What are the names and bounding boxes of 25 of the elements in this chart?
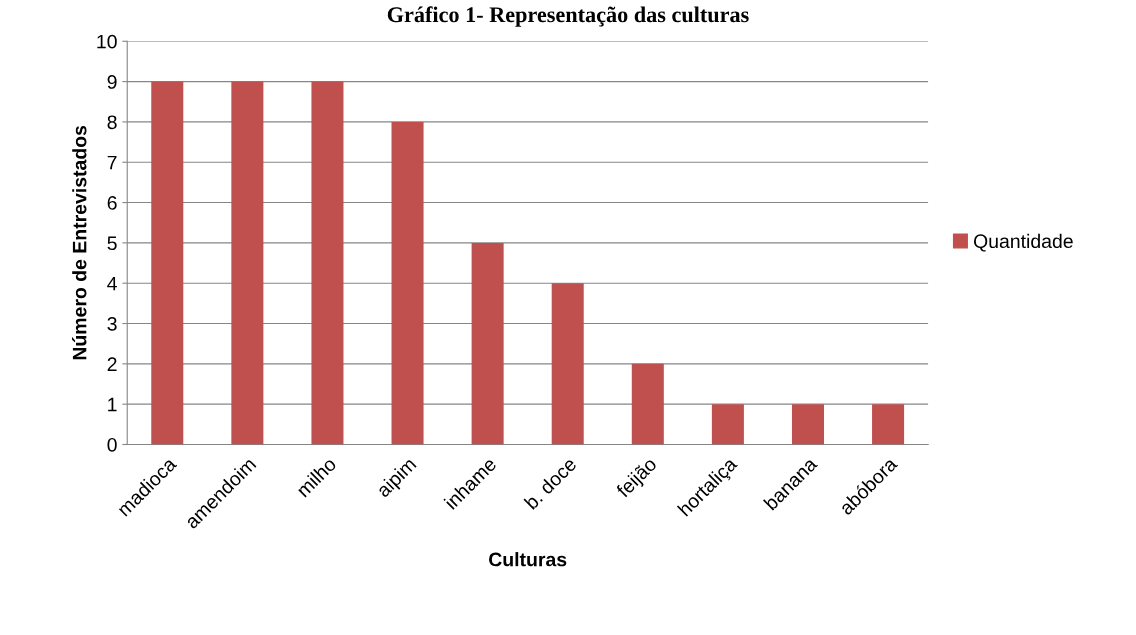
bar — [311, 81, 344, 445]
y-tick-label: 4 — [107, 276, 117, 291]
bar — [551, 283, 584, 445]
x-axis-title: Culturas — [489, 552, 567, 567]
bar — [872, 404, 905, 445]
y-tick-label: 5 — [107, 236, 117, 251]
chart-title: Gráfico 1- Representação das culturas — [387, 6, 749, 27]
y-tick-label: 10 — [97, 34, 117, 49]
y-tick-label: 7 — [107, 155, 117, 170]
bar — [471, 242, 504, 445]
y-tick-label: 1 — [108, 397, 117, 412]
bar — [391, 121, 424, 445]
bar — [791, 404, 824, 445]
bar — [231, 81, 264, 445]
y-tick-label: 6 — [107, 196, 117, 210]
bar — [711, 404, 744, 445]
y-tick-label: 0 — [107, 437, 117, 452]
bar — [151, 81, 184, 445]
legend-label: Quantidade — [973, 233, 1073, 252]
bar — [631, 363, 664, 445]
y-axis-title: Número de Entrevistados — [72, 125, 87, 360]
y-tick-label: 2 — [107, 357, 117, 371]
y-tick-label: 8 — [107, 115, 117, 130]
y-tick-label: 9 — [107, 75, 117, 89]
y-tick-label: 3 — [107, 317, 117, 331]
